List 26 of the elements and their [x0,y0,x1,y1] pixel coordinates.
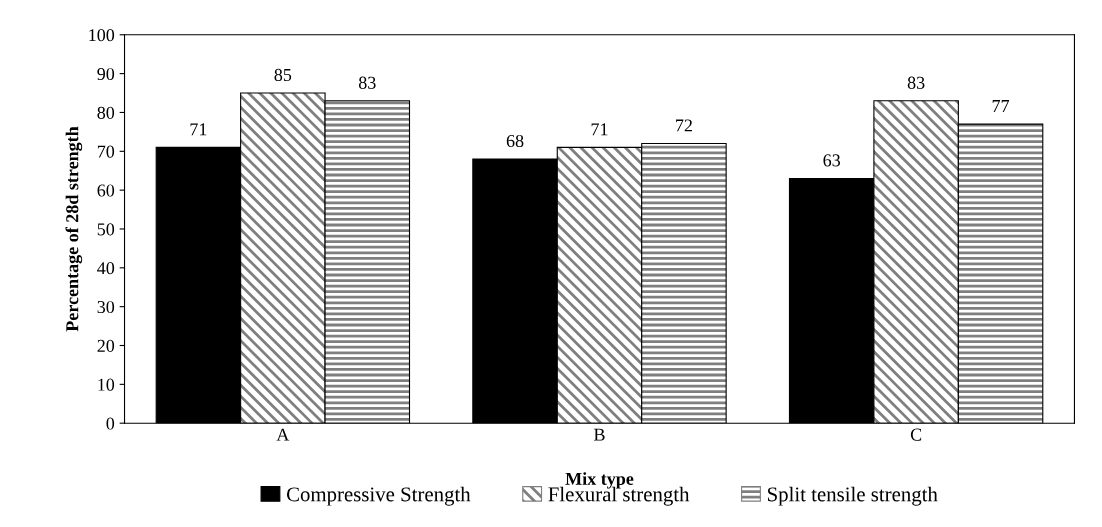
y-tick-label: 70 [97,145,115,158]
y-axis-title: Percentage of 28d strength [65,126,83,332]
y-tick-label: 20 [97,339,115,352]
legend-label: Split tensile strength [768,486,938,506]
data-label: 71 [591,123,608,136]
x-tick-label: C [910,428,922,441]
y-tick-label: 0 [106,417,115,430]
data-label: 63 [823,154,841,167]
y-tick-label: 40 [97,262,115,275]
legend-label: Compressive Strength [286,486,471,506]
y-tick-label: 90 [97,67,115,81]
data-label: 83 [907,76,925,89]
y-tick-label: 80 [97,106,115,119]
y-tick-label: 10 [98,378,115,391]
data-label: 85 [274,68,292,82]
y-tick-label: 50 [97,223,115,236]
data-label: 72 [676,119,692,132]
y-tick-label: 60 [97,184,115,197]
data-label: 83 [358,76,376,89]
data-label: 77 [992,100,1010,112]
x-tick-label: A [276,428,290,441]
data-label: 71 [190,123,207,136]
y-tick-label: 30 [97,300,115,314]
x-tick-label: B [593,428,605,441]
y-tick-label: 100 [89,29,115,42]
data-label: 68 [506,134,524,148]
